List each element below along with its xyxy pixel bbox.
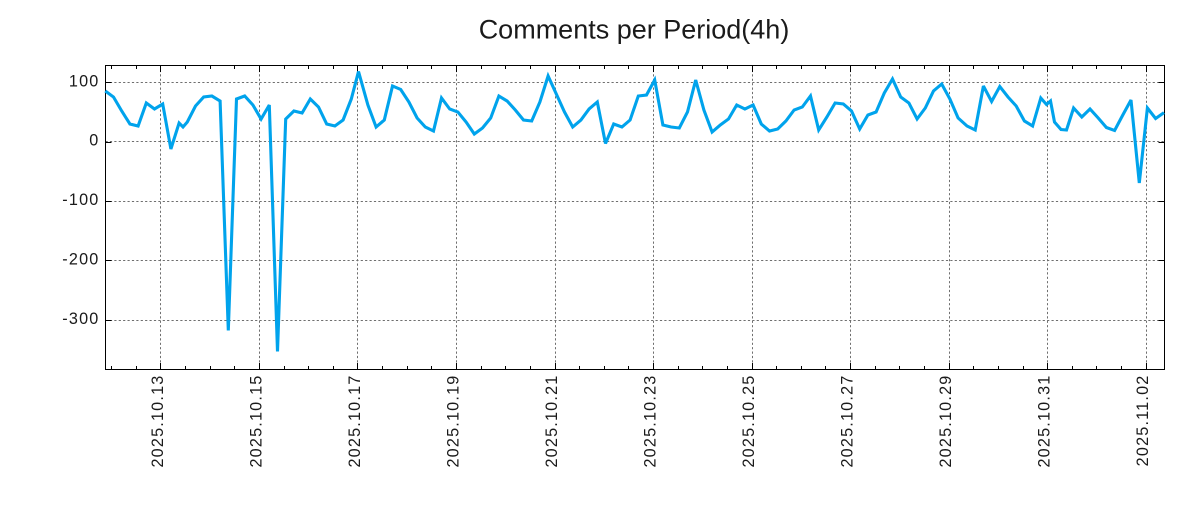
svg-text:2025.10.23: 2025.10.23 (642, 375, 660, 468)
svg-text:100: 100 (69, 73, 100, 91)
svg-text:2025.10.27: 2025.10.27 (839, 375, 857, 468)
svg-text:2025.10.25: 2025.10.25 (740, 375, 758, 468)
svg-text:2025.11.02: 2025.11.02 (1134, 375, 1152, 467)
svg-text:2025.10.29: 2025.10.29 (937, 375, 955, 468)
svg-text:0: 0 (89, 132, 99, 150)
svg-text:2025.10.31: 2025.10.31 (1036, 375, 1054, 468)
svg-text:-100: -100 (62, 191, 99, 209)
svg-text:-200: -200 (62, 251, 99, 269)
svg-text:Comments per Period(4h): Comments per Period(4h) (479, 15, 790, 45)
svg-text:-300: -300 (62, 310, 99, 328)
svg-text:2025.10.17: 2025.10.17 (346, 375, 364, 468)
svg-text:2025.10.15: 2025.10.15 (247, 375, 265, 468)
svg-text:2025.10.19: 2025.10.19 (445, 375, 463, 468)
svg-text:2025.10.21: 2025.10.21 (543, 375, 561, 468)
svg-text:2025.10.13: 2025.10.13 (149, 375, 167, 468)
